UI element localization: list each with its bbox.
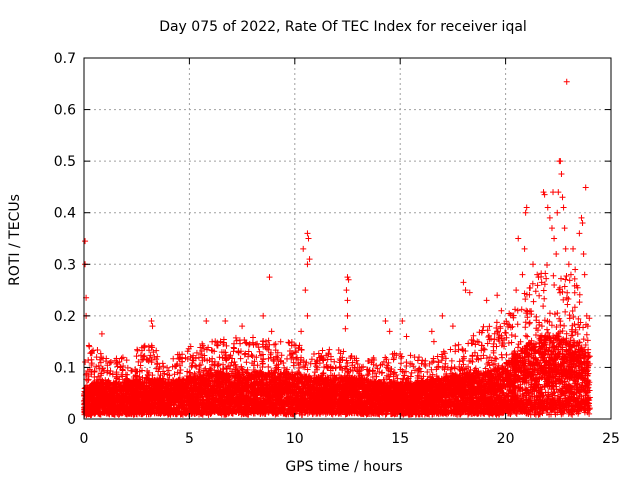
data-point bbox=[128, 367, 135, 374]
data-point bbox=[505, 340, 512, 347]
data-point bbox=[553, 324, 560, 331]
data-point bbox=[532, 288, 539, 295]
data-point bbox=[551, 282, 558, 289]
data-point bbox=[493, 356, 500, 363]
data-point bbox=[315, 350, 322, 357]
data-point bbox=[340, 348, 347, 355]
data-point bbox=[88, 356, 95, 363]
data-point bbox=[216, 354, 223, 361]
data-point bbox=[398, 360, 405, 367]
data-point bbox=[538, 323, 545, 330]
data-point bbox=[564, 301, 571, 308]
data-point bbox=[300, 358, 307, 365]
data-points bbox=[81, 78, 593, 419]
data-point bbox=[557, 328, 564, 335]
data-point bbox=[160, 363, 167, 370]
data-point bbox=[398, 355, 405, 362]
data-point bbox=[408, 369, 415, 376]
data-point bbox=[448, 357, 455, 364]
data-point bbox=[326, 346, 333, 353]
data-point bbox=[157, 372, 164, 379]
data-point bbox=[543, 275, 550, 282]
data-point bbox=[153, 347, 160, 354]
data-point bbox=[514, 307, 521, 314]
data-point bbox=[534, 282, 541, 289]
data-point bbox=[422, 357, 429, 364]
data-point bbox=[571, 304, 578, 311]
data-point bbox=[365, 371, 372, 378]
data-point bbox=[171, 371, 178, 378]
data-point bbox=[278, 352, 285, 359]
data-point bbox=[564, 289, 571, 296]
data-point bbox=[544, 262, 551, 269]
data-point bbox=[243, 359, 250, 366]
data-point bbox=[441, 350, 448, 357]
data-point bbox=[522, 324, 529, 331]
data-point bbox=[271, 341, 278, 348]
data-point bbox=[563, 273, 570, 280]
data-point bbox=[447, 346, 454, 353]
data-point bbox=[575, 315, 582, 322]
data-point bbox=[303, 359, 310, 366]
data-point bbox=[274, 349, 281, 356]
data-point bbox=[193, 349, 200, 356]
data-point bbox=[512, 306, 519, 313]
data-point bbox=[512, 333, 519, 340]
data-point bbox=[561, 322, 568, 329]
data-point bbox=[88, 348, 95, 355]
data-point bbox=[508, 339, 515, 346]
data-point bbox=[434, 353, 441, 360]
data-point bbox=[576, 299, 583, 306]
data-point bbox=[499, 354, 506, 361]
data-point bbox=[474, 352, 481, 359]
data-point bbox=[562, 276, 569, 283]
chart-title: Day 075 of 2022, Rate Of TEC Index for r… bbox=[159, 19, 527, 35]
data-point bbox=[456, 358, 463, 365]
data-point bbox=[481, 346, 488, 353]
data-point bbox=[546, 310, 553, 317]
data-point bbox=[451, 365, 458, 372]
data-point bbox=[256, 348, 263, 355]
data-point bbox=[82, 358, 89, 365]
data-point bbox=[514, 321, 521, 328]
data-point bbox=[211, 348, 218, 355]
data-point bbox=[584, 337, 591, 344]
data-point bbox=[331, 358, 338, 365]
data-point bbox=[459, 346, 466, 353]
data-point bbox=[284, 355, 291, 362]
data-point bbox=[170, 355, 177, 362]
data-point bbox=[526, 320, 533, 327]
data-point bbox=[246, 340, 253, 347]
data-point bbox=[319, 347, 326, 354]
data-point bbox=[576, 291, 583, 298]
data-point bbox=[208, 347, 215, 354]
data-point bbox=[231, 359, 238, 366]
